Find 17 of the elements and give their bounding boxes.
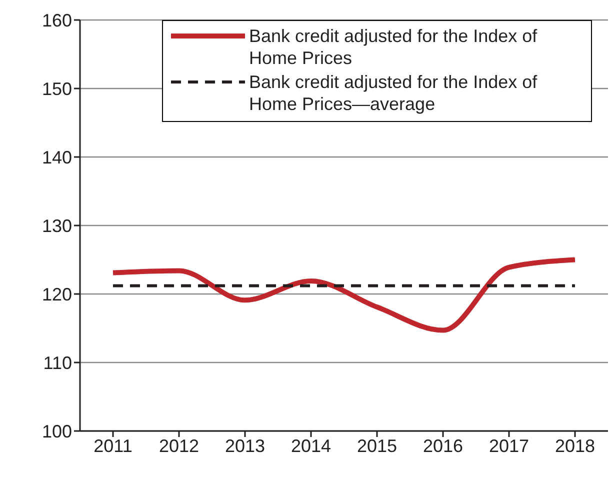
x-tick-label: 2014 — [290, 436, 332, 456]
y-tick-label: 140 — [42, 147, 72, 168]
x-tick-label: 2012 — [158, 436, 200, 456]
y-tick-label: 110 — [43, 352, 72, 373]
x-tick-label: 2015 — [356, 436, 398, 456]
y-tick-label: 120 — [42, 284, 72, 304]
y-tick-label: 130 — [42, 216, 72, 236]
x-tick-label: 2011 — [94, 436, 132, 456]
y-tick-label: 150 — [42, 78, 72, 99]
x-tick-label: 2013 — [224, 436, 266, 456]
x-tick-label: 2018 — [554, 436, 596, 456]
legend-label: Bank credit adjusted for the Index of Home Prices—average — [249, 71, 538, 115]
x-tick-label: 2017 — [488, 436, 530, 456]
legend-label: Bank credit adjusted for the Index of Home Prices — [249, 25, 538, 69]
x-tick-label: 2016 — [422, 436, 464, 456]
y-tick-label: 100 — [42, 421, 72, 442]
y-tick-label: 160 — [42, 10, 72, 30]
